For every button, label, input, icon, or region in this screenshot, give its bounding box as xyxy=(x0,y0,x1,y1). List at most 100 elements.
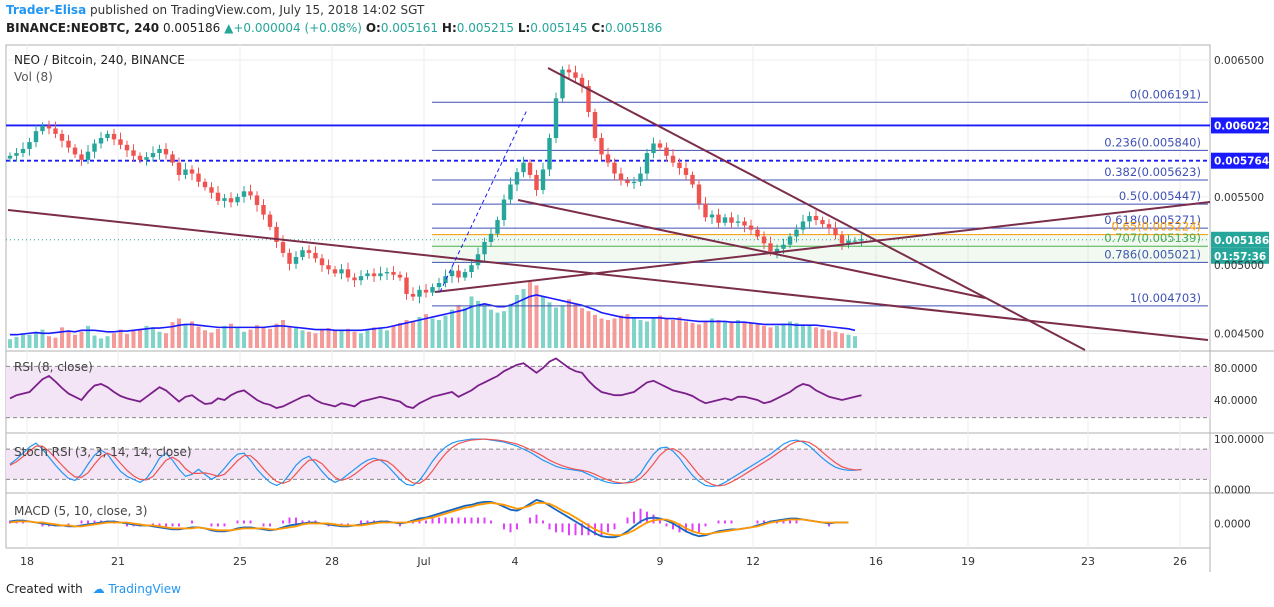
trendline-long-descending xyxy=(7,209,1209,341)
x-tick-label: 12 xyxy=(746,555,760,568)
volume-bar xyxy=(443,315,448,348)
volume-bar xyxy=(567,299,571,348)
candle-body xyxy=(176,162,182,175)
candle-body xyxy=(475,254,481,266)
volume-bar xyxy=(229,323,233,348)
x-tick-label: 4 xyxy=(512,555,519,568)
open-label: O: xyxy=(365,21,381,35)
candle-body xyxy=(241,191,247,197)
y-tick-label: 0.005000 xyxy=(1214,260,1264,272)
candle-body xyxy=(657,143,663,148)
y-tick-label: 0.006500 xyxy=(1214,55,1264,67)
volume-bar xyxy=(560,305,565,348)
candle-body xyxy=(625,180,630,184)
volume-bar xyxy=(625,314,630,348)
volume-bar xyxy=(170,322,175,348)
x-tick-label: Jul xyxy=(416,555,430,568)
candle-body xyxy=(222,198,227,201)
candle-body xyxy=(800,221,806,230)
rsi-legend: RSI (8, close) xyxy=(14,360,93,374)
stoch-k-line xyxy=(9,438,862,488)
candle-body xyxy=(579,77,585,87)
candle-body xyxy=(748,225,754,230)
candle-body xyxy=(365,273,370,277)
candle-body xyxy=(131,150,136,156)
volume-bar xyxy=(788,321,792,348)
candle-body xyxy=(631,181,637,184)
volume-bar xyxy=(580,308,584,348)
candle-body xyxy=(735,221,741,223)
candle-body xyxy=(300,250,305,257)
volume-bar xyxy=(112,333,116,348)
high-value: 0.005215 xyxy=(456,21,515,35)
candle-body xyxy=(690,174,695,185)
volume-bar xyxy=(807,325,812,348)
volume-bar xyxy=(53,337,58,348)
volume-bar xyxy=(482,303,487,348)
candle-body xyxy=(254,195,260,206)
author-name[interactable]: Trader-Elisa xyxy=(6,3,87,17)
candle-body xyxy=(826,224,832,229)
volume-bar xyxy=(339,331,344,348)
candle-body xyxy=(833,228,838,236)
candle-body xyxy=(508,184,513,200)
volume-bar xyxy=(612,318,617,348)
volume-bar xyxy=(775,325,779,348)
volume-bar xyxy=(703,321,708,348)
volume-bar xyxy=(151,327,155,348)
change-value: +0.000004 (+0.08%) xyxy=(233,21,362,35)
candle-body xyxy=(72,147,78,155)
candle-body xyxy=(592,112,598,139)
candle-body xyxy=(449,270,455,277)
candle-body xyxy=(391,272,396,275)
volume-bar xyxy=(222,325,227,348)
candle-body xyxy=(618,173,624,181)
candle-body xyxy=(332,269,338,274)
volume-bar xyxy=(853,336,857,348)
volume-bar xyxy=(92,335,97,348)
tradingview-brand[interactable]: TradingView xyxy=(108,582,181,596)
candle-body xyxy=(852,240,858,242)
volume-bar xyxy=(248,329,253,348)
volume-bar xyxy=(242,331,246,348)
candle-body xyxy=(163,148,169,155)
volume-bar xyxy=(320,329,324,348)
price-badge: 0.005764 xyxy=(1211,152,1269,169)
fib-level-label: 0.786(0.005021) xyxy=(1104,247,1201,261)
volume-bar xyxy=(541,296,545,348)
candle-body xyxy=(378,273,383,277)
price-badge: 0.005186 xyxy=(1211,231,1269,248)
candle-body xyxy=(423,289,429,293)
x-tick-label: 19 xyxy=(961,555,975,568)
volume-bar xyxy=(801,324,805,348)
candle-body xyxy=(540,169,546,190)
candle-body xyxy=(501,199,507,221)
candle-body xyxy=(462,272,468,278)
fib-level-label: 0.707(0.005139) xyxy=(1104,231,1201,245)
candle-body xyxy=(326,265,331,270)
volume-bar xyxy=(489,309,493,348)
candle-body xyxy=(397,274,403,278)
symbol-label: BINANCE:NEOBTC, 240 xyxy=(6,21,160,35)
volume-bar xyxy=(599,318,604,348)
candle-body xyxy=(358,276,364,281)
fib-anchor-line xyxy=(439,109,528,293)
candle-body xyxy=(209,187,214,193)
volume-bar xyxy=(352,331,357,348)
volume-bar xyxy=(378,328,383,348)
volume-bar xyxy=(762,325,766,348)
candle-body xyxy=(352,277,357,281)
candle-body xyxy=(553,98,559,139)
open-value: 0.005161 xyxy=(380,21,439,35)
volume-bar xyxy=(430,318,435,348)
fib-level-label: 0.382(0.005623) xyxy=(1104,165,1201,179)
volume-bar xyxy=(177,318,181,348)
volume-bar xyxy=(749,322,753,348)
volume-bar xyxy=(554,307,558,348)
candle-body xyxy=(287,252,292,264)
chart-legend-volume: Vol (8) xyxy=(14,70,53,84)
volume-bar xyxy=(508,303,513,348)
candle-body xyxy=(267,214,273,227)
